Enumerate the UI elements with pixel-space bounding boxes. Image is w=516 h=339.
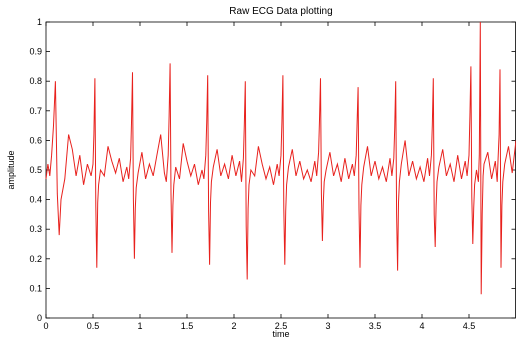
- x-tick-label: 3: [325, 321, 330, 331]
- x-tick-label: 3.5: [369, 321, 382, 331]
- y-tick-label: 0.5: [29, 165, 42, 175]
- ecg-series-line: [45, 21, 516, 295]
- plot-area: 0 0.1 0.2 0.3 0.4 0.5 0.6 0.7 0.8 0.9 1 0 0.5 1 1.5 2 2…: [29, 17, 516, 331]
- y-tick-label: 0: [37, 313, 42, 323]
- y-axis-ticks: 0 0.1 0.2 0.3 0.4 0.5 0.6 0.7 0.8 0.9 1: [29, 17, 516, 323]
- y-tick-label: 0.1: [29, 283, 42, 293]
- y-tick-label: 0.3: [29, 224, 42, 234]
- x-tick-label: 0: [43, 321, 48, 331]
- y-tick-label: 0.4: [29, 195, 42, 205]
- x-tick-label: 1: [137, 321, 142, 331]
- x-axis-ticks: 0 0.5 1 1.5 2 2.5 3 3.5 4 4.5: [43, 22, 475, 331]
- y-tick-label: 0.2: [29, 254, 42, 264]
- y-tick-label: 1: [37, 17, 42, 27]
- x-tick-label: 2.5: [275, 321, 288, 331]
- x-axis-label: time: [272, 329, 289, 339]
- x-tick-label: 4.5: [463, 321, 476, 331]
- x-tick-label: 1.5: [181, 321, 194, 331]
- y-tick-label: 0.7: [29, 106, 42, 116]
- chart-title: Raw ECG Data plotting: [229, 6, 332, 17]
- x-tick-label: 4: [419, 321, 424, 331]
- y-tick-label: 0.8: [29, 76, 42, 86]
- y-tick-label: 0.6: [29, 135, 42, 145]
- y-axis-label: amplitude: [6, 150, 16, 189]
- x-tick-label: 0.5: [87, 321, 100, 331]
- y-tick-label: 0.9: [29, 47, 42, 57]
- x-tick-label: 2: [231, 321, 236, 331]
